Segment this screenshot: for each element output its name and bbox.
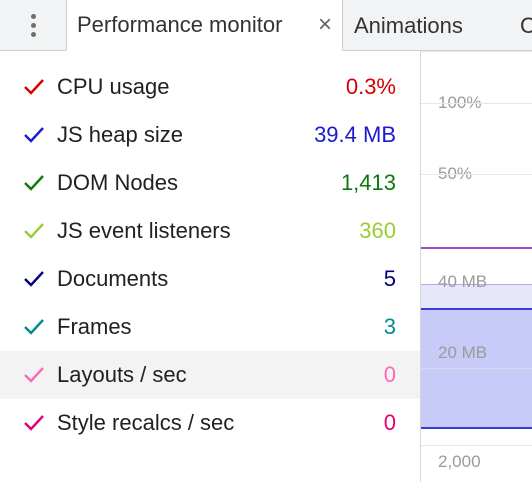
checkmark-icon[interactable] bbox=[22, 315, 46, 339]
close-tab-icon[interactable]: × bbox=[317, 11, 332, 38]
graph-gridline bbox=[421, 103, 532, 104]
metric-row-documents[interactable]: Documents 5 bbox=[0, 255, 420, 303]
metric-row-frames[interactable]: Frames 3 bbox=[0, 303, 420, 351]
metric-value: 360 bbox=[359, 218, 396, 243]
tab-partial-label: C bbox=[520, 12, 532, 38]
checkmark-icon[interactable] bbox=[22, 75, 46, 99]
checkmark-icon[interactable] bbox=[22, 171, 46, 195]
checkmark-icon[interactable] bbox=[22, 123, 46, 147]
metric-value: 0 bbox=[383, 362, 396, 387]
metric-row-dom-nodes[interactable]: DOM Nodes 1,413 bbox=[0, 159, 420, 207]
panel-divider[interactable] bbox=[420, 51, 421, 482]
graph-gridline bbox=[421, 51, 532, 52]
checkmark-icon[interactable] bbox=[22, 411, 46, 435]
tab-performance-monitor-label: Performance monitor bbox=[77, 12, 283, 37]
tab-animations[interactable]: Animations bbox=[354, 0, 463, 51]
metric-row-style-recalcs-per-sec[interactable]: Style recalcs / sec 0 bbox=[0, 399, 420, 447]
metric-row-cpu-usage[interactable]: CPU usage 0.3% bbox=[0, 63, 420, 111]
graph-axis-label: 40 MB bbox=[438, 272, 488, 291]
graph-axis-label: 2,000 bbox=[438, 452, 481, 471]
metrics-list: CPU usage 0.3% JS heap size 39.4 MB DOM … bbox=[0, 51, 420, 482]
checkmark-icon[interactable] bbox=[22, 267, 46, 291]
tab-partial[interactable]: C bbox=[520, 0, 532, 51]
metric-row-js-event-listeners[interactable]: JS event listeners 360 bbox=[0, 207, 420, 255]
metric-row-js-heap-size[interactable]: JS heap size 39.4 MB bbox=[0, 111, 420, 159]
tab-animations-label: Animations bbox=[354, 12, 463, 38]
tab-performance-monitor[interactable]: Performance monitor × bbox=[66, 0, 343, 51]
metric-label: JS event listeners bbox=[57, 218, 231, 243]
graph-gridline bbox=[421, 445, 532, 446]
checkmark-icon[interactable] bbox=[22, 363, 46, 387]
metric-label: DOM Nodes bbox=[57, 170, 179, 195]
cpu-usage-line bbox=[421, 247, 532, 249]
metric-value: 39.4 MB bbox=[314, 122, 396, 147]
metric-value: 0 bbox=[383, 410, 396, 435]
panel-tab-bar: Performance monitor × Animations C bbox=[0, 0, 532, 51]
graph-axis-label: 20 MB bbox=[438, 343, 488, 362]
js-heap-bottom-line bbox=[421, 427, 532, 429]
checkmark-icon[interactable] bbox=[22, 219, 46, 243]
metric-label: CPU usage bbox=[57, 74, 170, 99]
metric-row-layouts-per-sec[interactable]: Layouts / sec 0 bbox=[0, 351, 420, 399]
js-heap-line bbox=[421, 308, 532, 310]
metric-value: 1,413 bbox=[340, 170, 396, 195]
more-tabs-menu-icon[interactable] bbox=[22, 10, 44, 40]
graph-gridline bbox=[421, 368, 532, 369]
metric-value: 3 bbox=[383, 314, 396, 339]
graph-axis-label: 50% bbox=[438, 164, 473, 183]
metric-label: Style recalcs / sec bbox=[57, 410, 235, 435]
metric-value: 0.3% bbox=[345, 74, 396, 99]
performance-graph: 100% 50% 40 MB 20 MB 2,000 bbox=[421, 51, 532, 482]
metric-label: JS heap size bbox=[57, 122, 183, 147]
metric-label: Layouts / sec bbox=[57, 362, 187, 387]
metric-label: Frames bbox=[57, 314, 132, 339]
metric-label: Documents bbox=[57, 266, 169, 291]
graph-gridline bbox=[421, 174, 532, 175]
metric-value: 5 bbox=[383, 266, 396, 291]
graph-gridline bbox=[421, 297, 532, 298]
graph-axis-label: 100% bbox=[438, 93, 482, 112]
heap-band-top-line bbox=[421, 284, 532, 285]
